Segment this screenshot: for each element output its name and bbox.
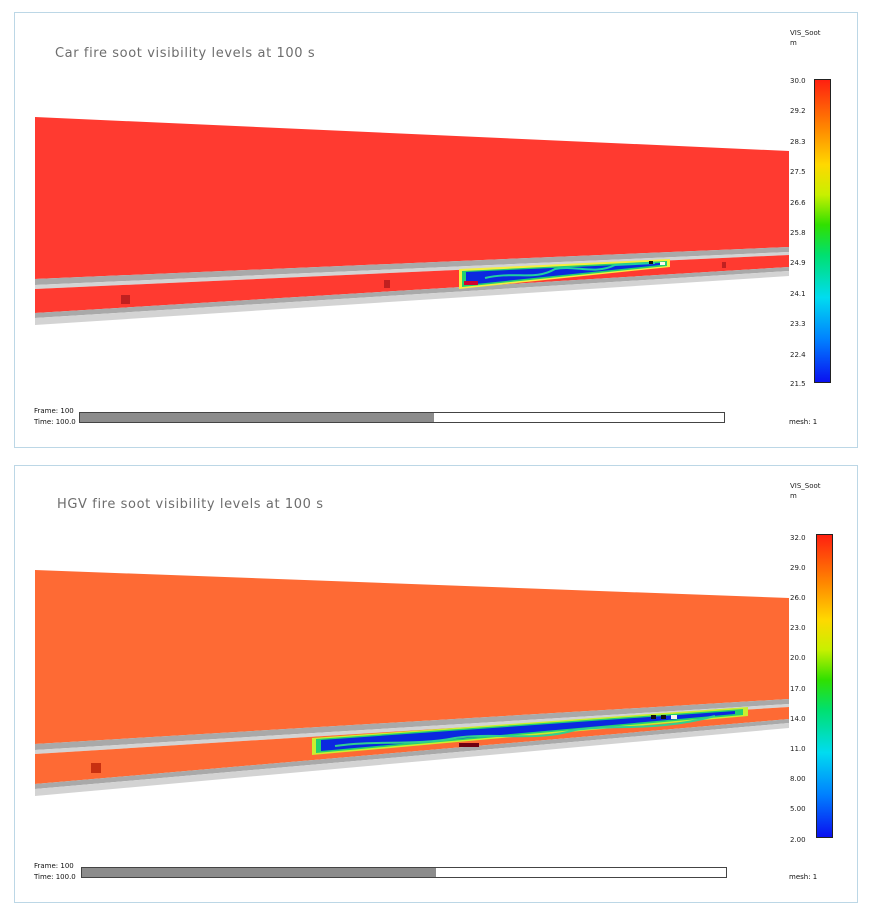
- car-fire-panel: Car fire soot visibility levels at 100 s…: [14, 12, 858, 448]
- colorbar-tick: 26.0: [790, 594, 806, 602]
- colorbar-tick: 14.0: [790, 715, 806, 723]
- vehicle-marker: [651, 715, 656, 719]
- time-progress-bar[interactable]: [81, 867, 727, 878]
- tunnel-floor-edge-light: [35, 723, 789, 796]
- tunnel-floor-edge-light: [35, 271, 789, 325]
- colorbar-tick: 28.3: [790, 138, 806, 146]
- colorbar-quantity: VIS_Soot: [790, 29, 821, 37]
- colorbar-tick: 2.00: [790, 836, 806, 844]
- soot-contour-line: [484, 262, 656, 279]
- colorbar-tick: 8.00: [790, 775, 806, 783]
- time-progress-fill: [82, 868, 437, 877]
- obstruction-block: [722, 262, 726, 268]
- obstruction-block: [91, 763, 101, 773]
- colorbar-unit: m: [790, 39, 797, 47]
- colorbar-tick: 20.0: [790, 654, 806, 662]
- soot-region-core: [466, 263, 660, 285]
- tunnel-floor-edge: [35, 719, 789, 789]
- colorbar-tick: 17.0: [790, 685, 806, 693]
- tunnel-render: [35, 570, 789, 796]
- colorbar: [816, 534, 833, 838]
- frame-label: Frame: 100: [34, 862, 74, 870]
- colorbar-tick: 22.4: [790, 351, 806, 359]
- tunnel-ceiling-slab: [35, 117, 789, 279]
- burning-vehicle: [464, 281, 478, 285]
- tunnel-roof-edge: [35, 247, 789, 285]
- colorbar-tick: 23.0: [790, 624, 806, 632]
- mesh-label: mesh: 1: [789, 418, 818, 426]
- vehicle-marker: [649, 261, 653, 264]
- vehicle-marker: [660, 262, 665, 265]
- mesh-label: mesh: 1: [789, 873, 818, 881]
- colorbar-tick: 32.0: [790, 534, 806, 542]
- burning-vehicle: [459, 743, 479, 747]
- vehicle-marker: [671, 715, 677, 719]
- time-progress-fill: [80, 413, 435, 422]
- soot-contour-line: [334, 715, 716, 747]
- colorbar: [814, 79, 831, 383]
- colorbar-tick: 30.0: [790, 77, 806, 85]
- colorbar-tick: 26.6: [790, 199, 806, 207]
- tunnel-roof-edge: [35, 699, 789, 750]
- colorbar-tick: 21.5: [790, 380, 806, 388]
- tunnel-roof-edge-light: [35, 704, 789, 754]
- hgv-fire-panel: HGV fire soot visibility levels at 100 s…: [14, 465, 858, 903]
- colorbar-quantity: VIS_Soot: [790, 482, 821, 490]
- time-progress-bar[interactable]: [79, 412, 725, 423]
- obstruction-block: [384, 280, 390, 288]
- tunnel-render: [35, 117, 789, 325]
- colorbar-unit: m: [790, 492, 797, 500]
- time-label: Time: 100.0: [34, 418, 76, 426]
- colorbar-tick: 29.2: [790, 107, 806, 115]
- obstruction-block: [121, 295, 130, 304]
- colorbar-tick: 27.5: [790, 168, 806, 176]
- colorbar-tick: 11.0: [790, 745, 806, 753]
- frame-label: Frame: 100: [34, 407, 74, 415]
- colorbar-tick: 23.3: [790, 320, 806, 328]
- colorbar-tick: 24.1: [790, 290, 806, 298]
- tunnel-roof-edge-light: [35, 252, 789, 289]
- colorbar-tick: 29.0: [790, 564, 806, 572]
- vehicle-marker: [661, 715, 666, 719]
- figure-title: Car fire soot visibility levels at 100 s: [55, 46, 316, 61]
- time-label: Time: 100.0: [34, 873, 76, 881]
- colorbar-tick: 5.00: [790, 805, 806, 813]
- colorbar-tick: 24.9: [790, 259, 806, 267]
- tunnel-floor-edge: [35, 267, 789, 318]
- colorbar-tick: 25.8: [790, 229, 806, 237]
- tunnel-ceiling-slab: [35, 570, 789, 744]
- figure-title: HGV fire soot visibility levels at 100 s: [57, 497, 324, 512]
